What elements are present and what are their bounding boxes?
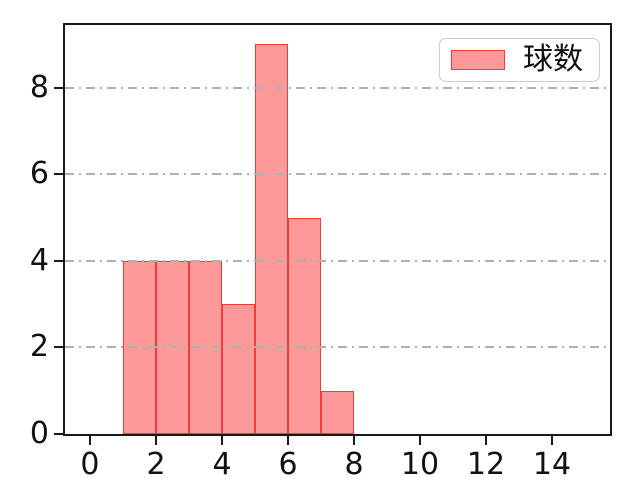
- histogram-bar: [122, 260, 156, 434]
- x-tick-mark: [220, 436, 223, 445]
- x-tick-label: 6: [278, 447, 298, 480]
- plot-area: 球数: [63, 23, 612, 436]
- x-tick-mark: [551, 436, 553, 445]
- x-tick-label: 14: [532, 447, 572, 480]
- gridline: [65, 173, 610, 176]
- x-tick-mark: [419, 436, 421, 445]
- x-tick-label: 12: [466, 447, 506, 480]
- legend: 球数: [439, 38, 600, 82]
- y-tick-label: 6: [29, 156, 49, 192]
- x-tick-mark: [485, 436, 487, 445]
- x-tick-label: 0: [80, 447, 100, 480]
- y-tick-label: 8: [29, 69, 49, 105]
- y-tick-label: 0: [29, 416, 49, 451]
- x-tick-mark: [286, 436, 289, 445]
- x-tick-label: 10: [400, 447, 440, 480]
- histogram-bar: [254, 44, 288, 434]
- x-tick-label: 2: [146, 447, 166, 480]
- x-tick-label: 4: [212, 447, 232, 480]
- histogram-bar: [320, 390, 354, 434]
- y-tick-mark: [54, 346, 63, 349]
- histogram-bar: [287, 217, 321, 434]
- histogram-bar: [221, 304, 255, 434]
- y-tick-label: 4: [29, 242, 49, 278]
- y-tick-mark: [54, 433, 63, 435]
- gridline: [65, 86, 610, 89]
- histogram-bar: [188, 260, 222, 434]
- legend-swatch-icon: [451, 50, 505, 70]
- legend-label: 球数: [523, 42, 583, 77]
- x-tick-label: 8: [344, 447, 364, 480]
- y-tick-mark: [54, 259, 63, 262]
- x-tick-mark: [88, 436, 91, 445]
- y-tick-label: 2: [29, 329, 49, 365]
- y-tick-mark: [54, 86, 63, 89]
- x-tick-mark: [154, 436, 157, 445]
- x-tick-mark: [353, 436, 355, 445]
- y-tick-mark: [54, 173, 63, 176]
- histogram-bar: [155, 260, 189, 434]
